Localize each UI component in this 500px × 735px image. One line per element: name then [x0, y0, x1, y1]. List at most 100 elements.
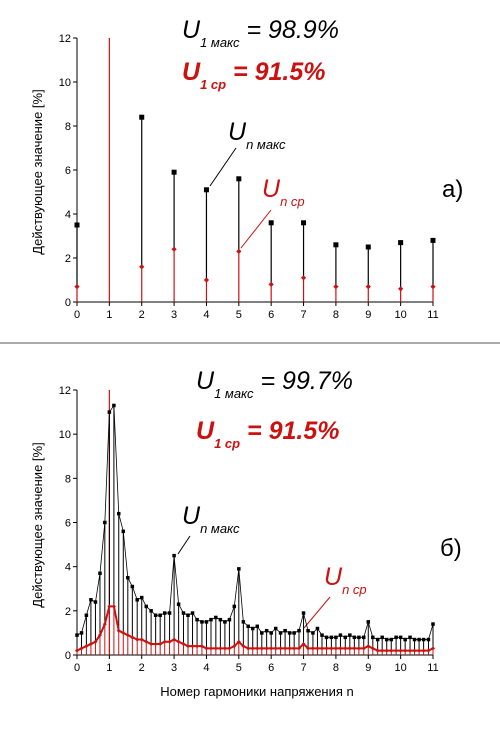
avg-marker [398, 648, 403, 653]
max-marker [121, 529, 126, 534]
avg-marker [365, 284, 371, 290]
max-marker [116, 511, 121, 516]
avg-marker [84, 644, 89, 649]
max-marker [384, 637, 389, 642]
x-tick-label: 9 [365, 309, 371, 321]
avg-marker [222, 646, 227, 651]
avg-marker [130, 635, 135, 640]
max-marker [283, 628, 287, 633]
max-marker [181, 611, 186, 615]
max-marker [84, 613, 89, 617]
avg-marker [232, 644, 237, 649]
avg-marker [384, 648, 389, 653]
headline-max: U1 макс = 99.7% [196, 367, 353, 401]
x-tick-label: 9 [365, 662, 371, 674]
chart-panel-a: Действующее значение [%] а) U1 макс = 98… [30, 16, 463, 321]
avg-marker [412, 648, 417, 653]
max-marker [112, 403, 116, 408]
avg-envelope-line [76, 605, 434, 652]
max-marker [403, 637, 407, 642]
max-marker [315, 626, 320, 631]
x-tick-label: 6 [268, 662, 274, 674]
y-tick-label: 0 [65, 297, 71, 309]
max-marker [311, 631, 315, 635]
panel-label: а) [442, 176, 463, 203]
avg-marker [333, 646, 338, 651]
max-marker [324, 635, 329, 640]
y-tick-label: 8 [65, 121, 71, 133]
avg-marker [398, 286, 404, 292]
avg-marker [394, 648, 399, 653]
avg-marker [139, 637, 144, 642]
avg-marker [389, 648, 394, 653]
max-marker [365, 244, 371, 250]
avg-marker [343, 646, 348, 651]
avg-marker [181, 641, 186, 646]
x-tick-label: 0 [74, 662, 80, 674]
max-marker [171, 169, 177, 175]
max-marker [236, 176, 242, 182]
y-axis-label: Действующее значение [%] [30, 442, 45, 607]
max-marker [338, 633, 343, 637]
avg-marker [75, 648, 79, 653]
x-tick-label: 2 [139, 309, 145, 321]
avg-marker [111, 604, 116, 609]
avg-marker [176, 639, 181, 644]
avg-marker [116, 628, 121, 633]
chart-panel-b: Действующее значение [%] б) U1 макс = 99… [30, 367, 462, 699]
max-marker [176, 602, 181, 606]
x-tick-label: 11 [427, 309, 438, 321]
max-marker [334, 635, 338, 640]
max-marker [139, 114, 145, 120]
max-marker [214, 615, 218, 620]
avg-marker [153, 641, 158, 646]
avg-marker [79, 646, 84, 651]
max-marker [426, 637, 431, 642]
x-tick-label: 3 [171, 662, 177, 674]
max-marker [408, 635, 412, 640]
avg-marker [361, 646, 366, 651]
avg-marker [190, 644, 195, 649]
avg-marker [333, 284, 339, 290]
avg-marker [269, 646, 274, 651]
y-tick-label: 10 [59, 77, 71, 89]
max-marker [79, 631, 84, 635]
y-tick-label: 2 [65, 253, 71, 265]
max-marker [394, 635, 398, 640]
x-tick-label: 5 [236, 662, 242, 674]
max-marker [218, 617, 223, 622]
max-marker [167, 611, 172, 615]
x-tick-label: 10 [395, 309, 407, 321]
max-marker [287, 631, 292, 635]
avg-marker [121, 630, 126, 635]
avg-marker [366, 644, 371, 649]
avg-marker [162, 639, 167, 644]
avg-marker [204, 646, 209, 651]
avg-marker [417, 648, 422, 653]
panel-label: б) [440, 535, 462, 562]
avg-marker [310, 646, 315, 651]
max-marker [269, 631, 273, 635]
annotation-max: Un макс [182, 502, 240, 536]
avg-marker [403, 648, 408, 653]
max-marker [333, 242, 339, 248]
max-marker [223, 620, 227, 624]
max-marker [301, 611, 306, 615]
avg-marker [352, 646, 357, 651]
avg-marker [380, 648, 385, 653]
y-tick-label: 8 [65, 473, 71, 485]
max-marker [162, 611, 167, 615]
max-marker [260, 631, 264, 635]
avg-marker [347, 646, 352, 651]
max-marker [135, 598, 139, 602]
y-tick-label: 2 [65, 606, 71, 618]
avg-marker [338, 646, 343, 651]
avg-marker [186, 644, 191, 649]
max-marker [343, 635, 348, 640]
max-marker [421, 637, 426, 642]
max-marker [268, 220, 274, 226]
x-tick-label: 8 [333, 309, 339, 321]
max-marker [389, 637, 394, 642]
avg-marker [356, 646, 361, 651]
